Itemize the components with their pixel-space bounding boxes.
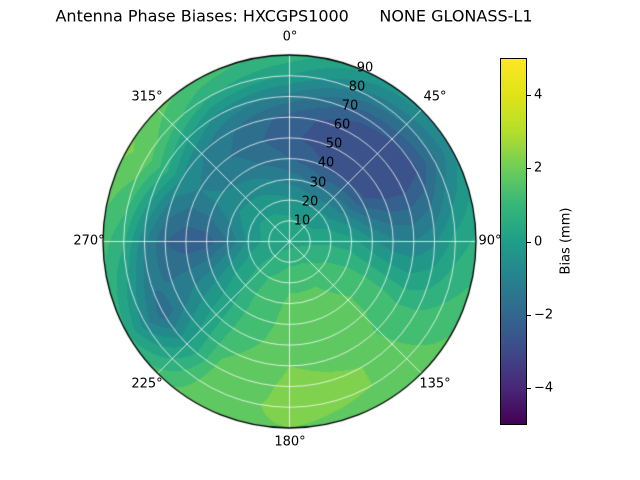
angle-label-315: 315° — [131, 89, 163, 105]
colorbar-tickmark — [527, 388, 531, 389]
angle-label-135: 135° — [419, 376, 451, 392]
angle-label-180: 180° — [274, 434, 306, 450]
radial-label-10: 10 — [293, 213, 311, 229]
radial-label-90: 90 — [356, 60, 374, 76]
radial-label-50: 50 — [325, 136, 343, 152]
colorbar-tick-label-4: 4 — [534, 87, 543, 103]
colorbar-tick-label-0: 0 — [534, 234, 543, 250]
colorbar-tickmark — [527, 242, 531, 243]
radial-label-80: 80 — [348, 79, 366, 95]
radial-label-40: 40 — [317, 155, 335, 171]
angle-label-90: 90° — [478, 233, 502, 249]
radial-label-60: 60 — [333, 117, 351, 133]
colorbar-tick-label-2: 2 — [534, 160, 543, 176]
radial-label-70: 70 — [341, 98, 359, 114]
chart-title: Antenna Phase Biases: HXCGPS1000 NONE GL… — [55, 6, 533, 26]
colorbar — [500, 58, 527, 425]
radial-label-20: 20 — [301, 194, 319, 210]
angle-label-0: 0° — [282, 29, 298, 45]
angle-label-45: 45° — [423, 89, 447, 105]
colorbar-tickmark — [527, 168, 531, 169]
colorbar-axis-label: Bias (mm) — [558, 207, 574, 275]
angle-label-270: 270° — [73, 233, 105, 249]
angle-label-225: 225° — [131, 376, 163, 392]
colorbar-tickmark — [527, 315, 531, 316]
colorbar-tick-label-neg4: −4 — [534, 380, 554, 396]
colorbar-tickmark — [527, 95, 531, 96]
colorbar-tick-label-neg2: −2 — [534, 307, 554, 323]
radial-label-30: 30 — [309, 175, 327, 191]
